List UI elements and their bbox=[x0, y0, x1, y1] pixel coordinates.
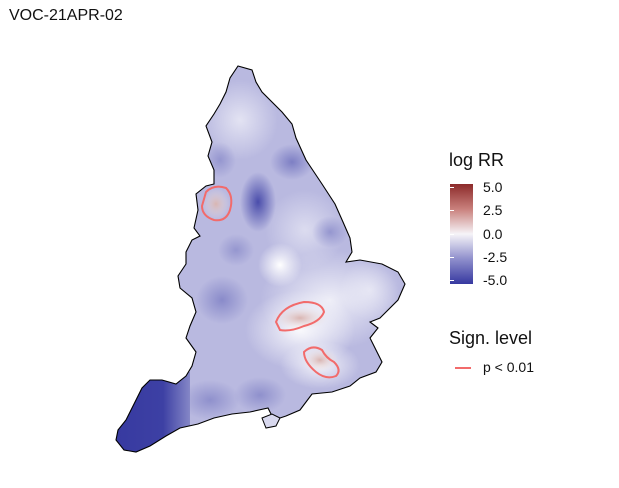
colorbar-tick bbox=[450, 210, 454, 211]
colorbar-tick bbox=[473, 257, 478, 258]
significance-contour-midlands bbox=[274, 300, 326, 332]
significance-contour-northwest bbox=[200, 185, 233, 222]
colorbar-tick bbox=[473, 234, 478, 235]
tick-label: 5.0 bbox=[483, 179, 503, 195]
colorbar-tick bbox=[450, 257, 454, 258]
colorbar-tick bbox=[473, 280, 478, 281]
legend-title: log RR bbox=[449, 150, 505, 170]
colorbar-tick bbox=[473, 187, 478, 188]
colorbar-tick bbox=[473, 210, 478, 211]
colorbar-tick bbox=[450, 234, 454, 235]
significance-line-key bbox=[455, 367, 471, 369]
color-scale-bar bbox=[450, 184, 473, 284]
significance-legend-title: Sign. level bbox=[449, 328, 533, 348]
tick-label: 0.0 bbox=[483, 226, 503, 242]
significance-label: p < 0.01 bbox=[483, 359, 534, 375]
significance-contours bbox=[200, 185, 340, 379]
map-title: VOC-21APR-02 bbox=[9, 7, 123, 24]
tick-label: 2.5 bbox=[483, 202, 503, 218]
isle-of-wight bbox=[261, 413, 281, 429]
england-outline bbox=[115, 65, 406, 453]
risk-surface bbox=[116, 66, 405, 452]
colorbar-tick bbox=[450, 187, 454, 188]
colorbar-tick bbox=[450, 280, 454, 281]
tick-label: -2.5 bbox=[483, 249, 508, 265]
significance-contour-southeast bbox=[302, 346, 340, 379]
tick-label: -5.0 bbox=[483, 272, 508, 288]
